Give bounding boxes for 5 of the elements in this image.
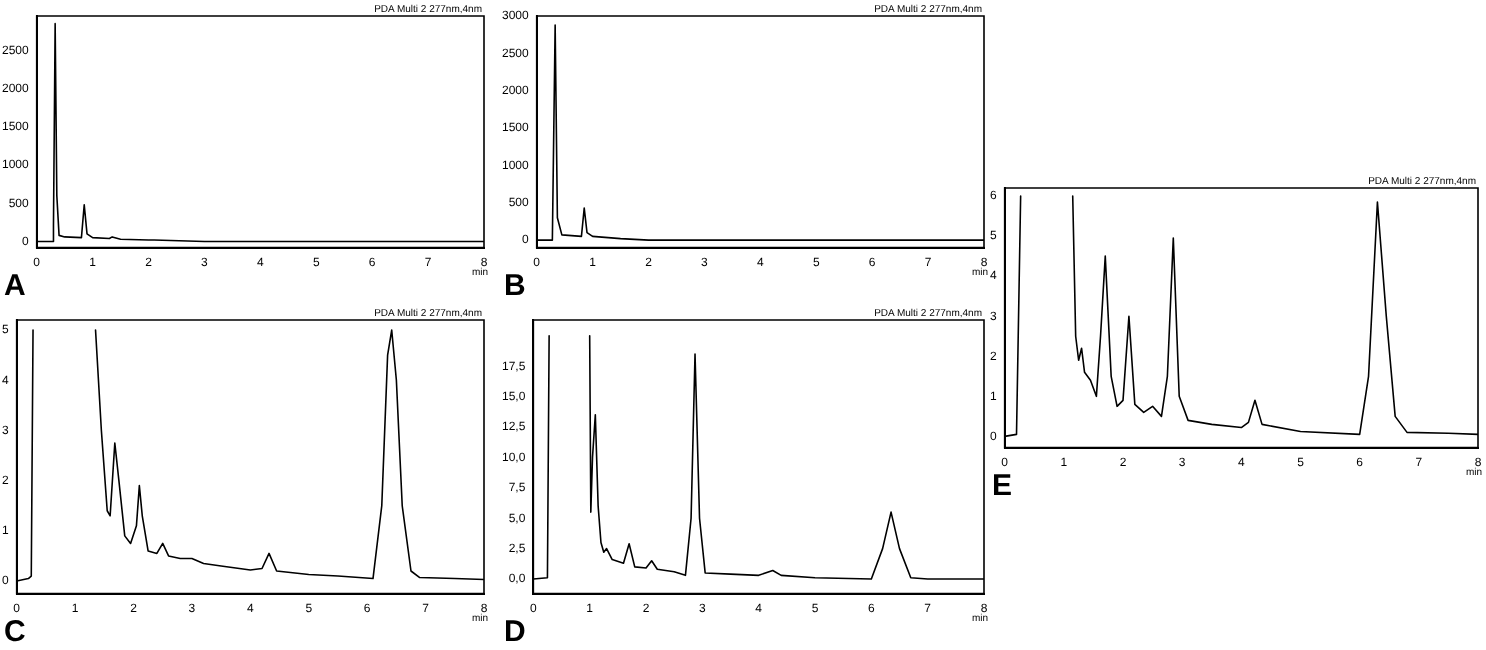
text: D (504, 615, 526, 650)
text: A (4, 269, 26, 304)
text: C (4, 615, 26, 650)
text: E (992, 469, 1013, 504)
text: B (504, 269, 526, 304)
